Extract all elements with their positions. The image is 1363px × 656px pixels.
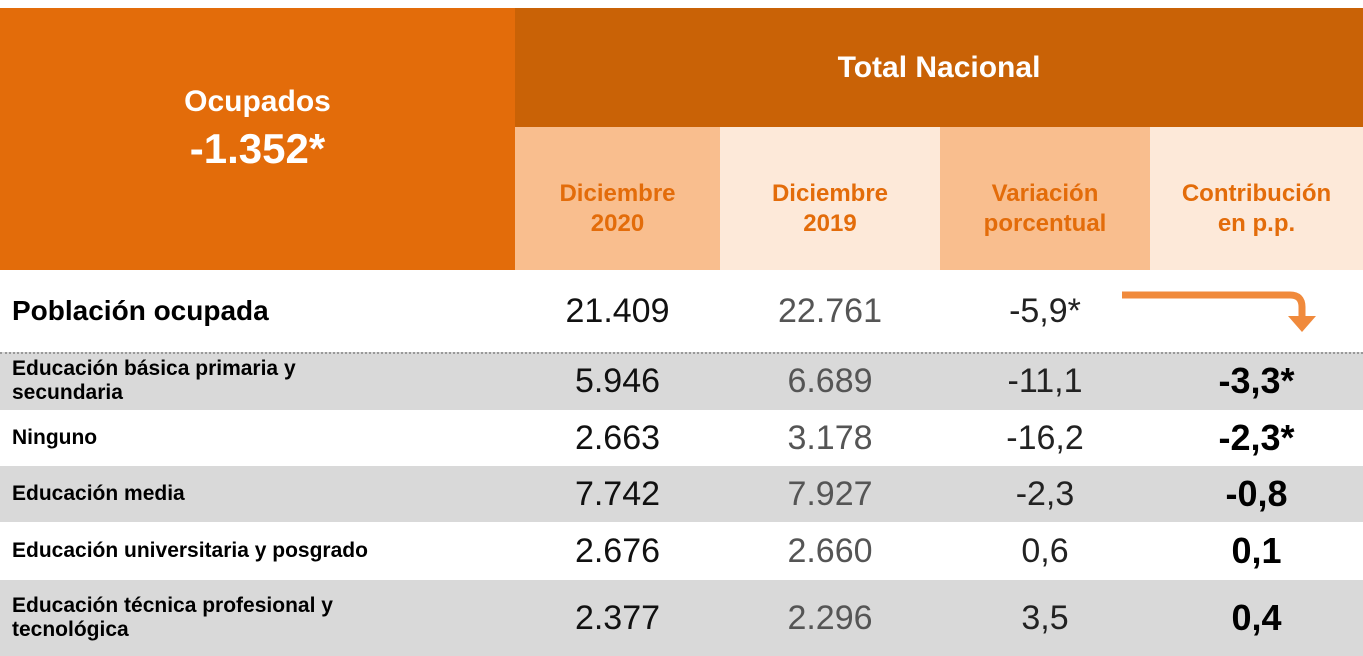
cell-value: -2,3* xyxy=(1218,417,1295,458)
row: Educación técnica profesional y tecnológi… xyxy=(0,580,1363,656)
column-header-line: Contribución xyxy=(1181,179,1332,207)
row: Educación universitaria y posgrado 2.676 2… xyxy=(0,522,1363,580)
row-label: Población ocupada xyxy=(0,270,515,352)
cell-value: 21.409 xyxy=(565,291,670,330)
row-label-line: tecnológica xyxy=(12,618,129,641)
cell-value: 2.660 xyxy=(787,531,873,570)
cell-value: 0,1 xyxy=(1231,530,1282,571)
row-label: Educación universitaria y posgrado xyxy=(0,522,515,580)
row-label-line: secundaria xyxy=(12,381,123,404)
column-header-line: en p.p. xyxy=(1217,209,1296,237)
row: Ninguno 2.663 3.178 -16,2 -2,3* xyxy=(0,410,1363,466)
separator xyxy=(0,352,1363,354)
cell-value: -16,2 xyxy=(1006,418,1084,457)
cell-value: 7.742 xyxy=(574,474,661,513)
cell-value: 0,6 xyxy=(1021,531,1069,570)
cell-value: 2.296 xyxy=(787,598,873,637)
column-header-line: Diciembre xyxy=(771,179,889,207)
column-header: Diciembre 2019 xyxy=(720,127,940,270)
cell-value: -11,1 xyxy=(1007,361,1083,400)
row-label: Ninguno xyxy=(0,410,515,466)
column-header: Contribución en p.p. xyxy=(1150,127,1363,270)
left-value: -1.352* xyxy=(189,125,326,172)
cell-value: 7.927 xyxy=(787,474,873,513)
left-header: Ocupados -1.352* xyxy=(0,8,515,270)
cell-value: 6.689 xyxy=(787,361,873,400)
group-title: Total Nacional xyxy=(837,50,1041,84)
cell-value: -5,9* xyxy=(1009,291,1081,330)
cell-value: 22.761 xyxy=(778,291,882,330)
row-label: Educación técnica profesional y tecnológi… xyxy=(0,580,515,656)
row: Población ocupada 21.409 22.761 -5,9* xyxy=(0,270,1363,352)
row-label-line: Educación técnica profesional y xyxy=(12,594,333,617)
cell-value: -0,8 xyxy=(1225,473,1288,514)
column-header-line: 2020 xyxy=(590,209,645,237)
row-label: Educación básica primaria y secundaria xyxy=(0,352,515,410)
row: Educación media 7.742 7.927 -2,3 -0,8 xyxy=(0,466,1363,522)
arrow xyxy=(1122,291,1306,318)
row-label-line: Población ocupada xyxy=(12,295,269,326)
cell-value: 3,5 xyxy=(1021,598,1069,637)
row-label-line: Ninguno xyxy=(12,426,98,449)
row-label-line: Educación básica primaria y xyxy=(12,357,296,380)
group-header: Total Nacional xyxy=(515,8,1363,127)
column-header: Diciembre 2020 xyxy=(515,127,720,270)
column-header-line: porcentual xyxy=(983,209,1107,237)
cell-value: 3.178 xyxy=(787,418,873,457)
cell-value: -3,3* xyxy=(1218,360,1295,401)
cell-value: 0,4 xyxy=(1231,597,1282,638)
column-header-line: Variación xyxy=(991,179,1099,207)
column-header: Variación porcentual xyxy=(940,127,1150,270)
cell-value: 2.663 xyxy=(574,418,661,457)
left-title: Ocupados xyxy=(184,85,331,118)
row-label-line: Educación universitaria y posgrado xyxy=(12,539,368,562)
cell-value: 5.946 xyxy=(574,361,661,400)
cell-value: -2,3 xyxy=(1015,474,1075,513)
column-header-line: 2019 xyxy=(803,209,857,237)
arrow-head xyxy=(1288,316,1316,332)
row: Educación básica primaria y secundaria 5.9… xyxy=(0,352,1363,410)
row-label: Educación media xyxy=(0,466,515,522)
cell-value: 2.676 xyxy=(574,531,661,570)
cell-value: 2.377 xyxy=(574,598,661,637)
column-header-line: Diciembre xyxy=(559,179,676,207)
row-label-line: Educación media xyxy=(12,482,185,505)
